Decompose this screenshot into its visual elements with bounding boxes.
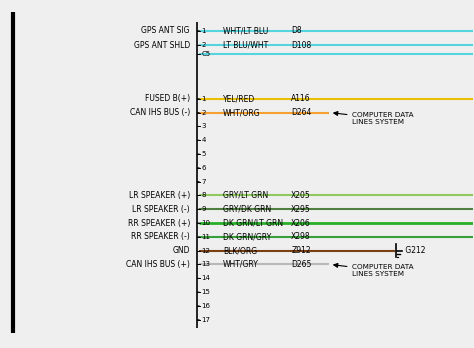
Text: RR SPEAKER (-): RR SPEAKER (-) xyxy=(131,232,190,241)
Text: GND: GND xyxy=(173,246,190,255)
Text: 1: 1 xyxy=(201,28,206,34)
Text: LR SPEAKER (+): LR SPEAKER (+) xyxy=(128,191,190,200)
Text: COMPUTER DATA
LINES SYSTEM: COMPUTER DATA LINES SYSTEM xyxy=(334,111,414,125)
Text: LR SPEAKER (-): LR SPEAKER (-) xyxy=(132,205,190,214)
Text: 2: 2 xyxy=(201,42,206,48)
Text: D8: D8 xyxy=(291,26,302,35)
Text: WHT/GRY: WHT/GRY xyxy=(223,260,259,269)
Text: 2: 2 xyxy=(201,110,206,116)
Text: DK GRN/GRY: DK GRN/GRY xyxy=(223,232,271,241)
Text: 12: 12 xyxy=(201,248,210,254)
Text: A116: A116 xyxy=(291,94,311,103)
Text: 15: 15 xyxy=(201,289,210,295)
Text: CAN IHS BUS (+): CAN IHS BUS (+) xyxy=(126,260,190,269)
Text: 10: 10 xyxy=(201,220,210,226)
Text: C5: C5 xyxy=(201,51,211,57)
Text: LT BLU/WHT: LT BLU/WHT xyxy=(223,41,268,50)
Text: 3: 3 xyxy=(201,123,206,129)
Text: GRY/LT GRN: GRY/LT GRN xyxy=(223,191,268,200)
Text: 16: 16 xyxy=(201,303,210,309)
Text: 6: 6 xyxy=(201,165,206,171)
Text: CAN IHS BUS (-): CAN IHS BUS (-) xyxy=(129,108,190,117)
Text: 9: 9 xyxy=(201,206,206,212)
Text: WHT/ORG: WHT/ORG xyxy=(223,108,261,117)
Text: 5: 5 xyxy=(201,151,206,157)
Text: D264: D264 xyxy=(291,108,311,117)
Text: Z912: Z912 xyxy=(291,246,311,255)
Text: X295: X295 xyxy=(291,205,311,214)
Text: RR SPEAKER (+): RR SPEAKER (+) xyxy=(128,219,190,228)
Text: YEL/RED: YEL/RED xyxy=(223,94,255,103)
Text: 17: 17 xyxy=(201,317,210,323)
Text: 11: 11 xyxy=(201,234,210,240)
Text: GPS ANT SIG: GPS ANT SIG xyxy=(141,26,190,35)
Text: 1: 1 xyxy=(201,96,206,102)
Text: GPS ANT SHLD: GPS ANT SHLD xyxy=(134,41,190,50)
Text: G212: G212 xyxy=(403,246,425,255)
Text: BLK/ORG: BLK/ORG xyxy=(223,246,257,255)
Text: FUSED B(+): FUSED B(+) xyxy=(145,94,190,103)
Text: GRY/DK GRN: GRY/DK GRN xyxy=(223,205,271,214)
Text: X298: X298 xyxy=(291,232,311,241)
Text: WHT/LT BLU: WHT/LT BLU xyxy=(223,26,268,35)
Text: D108: D108 xyxy=(291,41,311,50)
Text: 7: 7 xyxy=(201,179,206,184)
Text: X206: X206 xyxy=(291,219,311,228)
Text: 13: 13 xyxy=(201,261,210,268)
Text: X205: X205 xyxy=(291,191,311,200)
Text: 8: 8 xyxy=(201,192,206,198)
Text: COMPUTER DATA
LINES SYSTEM: COMPUTER DATA LINES SYSTEM xyxy=(334,263,414,277)
Text: 14: 14 xyxy=(201,275,210,281)
Text: D265: D265 xyxy=(291,260,311,269)
Text: DK GRN/LT GRN: DK GRN/LT GRN xyxy=(223,219,283,228)
Text: 4: 4 xyxy=(201,137,206,143)
